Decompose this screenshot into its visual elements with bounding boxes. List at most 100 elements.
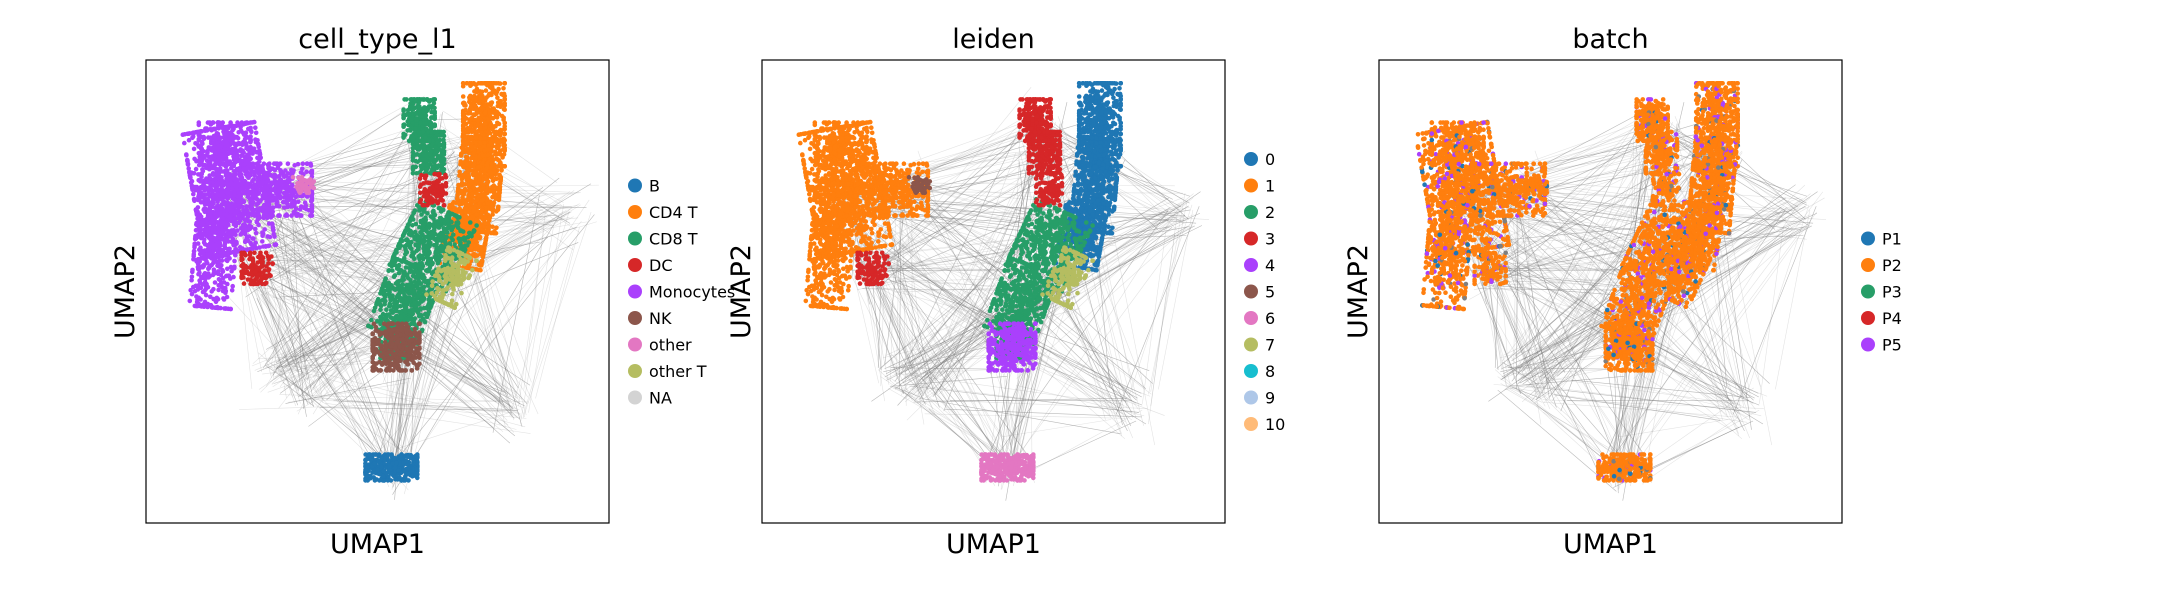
point (228, 120, 233, 125)
point (487, 110, 493, 115)
point (416, 129, 422, 135)
point (414, 111, 419, 116)
point (191, 284, 196, 290)
point (210, 305, 216, 310)
point (236, 141, 242, 146)
point (256, 169, 261, 175)
point (309, 203, 315, 208)
point (220, 285, 226, 291)
point (207, 166, 212, 172)
point (232, 265, 237, 271)
point (481, 144, 487, 149)
point (276, 213, 281, 218)
point (191, 146, 197, 152)
point (466, 148, 472, 154)
point (496, 144, 501, 150)
point (260, 239, 265, 244)
point (502, 107, 508, 112)
edge (262, 357, 385, 375)
point (243, 238, 248, 243)
point (469, 194, 475, 199)
point (265, 190, 271, 195)
point (244, 207, 249, 213)
point (429, 129, 434, 135)
point (401, 124, 406, 129)
point (227, 174, 233, 180)
point (455, 214, 461, 219)
point (409, 253, 414, 258)
edge (466, 216, 574, 270)
point (469, 234, 474, 239)
point (225, 306, 231, 312)
edge (488, 203, 580, 258)
point (421, 157, 427, 162)
point (207, 273, 213, 279)
edge (414, 206, 573, 366)
point (432, 115, 438, 120)
point (469, 245, 474, 250)
edge (274, 245, 307, 417)
point (188, 175, 193, 181)
point (414, 171, 420, 176)
point (185, 162, 191, 167)
point (232, 135, 237, 140)
edge (232, 189, 509, 395)
point (284, 192, 290, 197)
point (210, 171, 216, 176)
edge (535, 227, 580, 399)
point (434, 136, 439, 141)
point (452, 242, 457, 247)
point (453, 200, 459, 205)
point (185, 158, 190, 163)
point (501, 115, 507, 121)
point (467, 188, 472, 193)
point (211, 188, 216, 194)
point (412, 236, 417, 242)
point (413, 242, 418, 248)
edge (282, 381, 315, 407)
point (499, 167, 504, 173)
edge (392, 254, 486, 488)
point (403, 252, 408, 257)
point (436, 256, 442, 262)
point (260, 181, 265, 187)
point (486, 81, 492, 86)
edge (262, 158, 473, 278)
point (287, 179, 292, 185)
point (257, 151, 263, 156)
point (476, 204, 482, 209)
point (433, 145, 439, 150)
point (230, 217, 236, 222)
edge (271, 203, 313, 397)
point (253, 130, 259, 136)
edge (234, 265, 395, 477)
point (472, 253, 478, 259)
edge (297, 129, 431, 415)
point (223, 188, 229, 194)
point (193, 227, 199, 233)
point (290, 169, 296, 174)
point (478, 90, 484, 95)
point (480, 228, 486, 234)
edge (279, 394, 529, 403)
point (225, 195, 230, 201)
point (502, 131, 508, 136)
edge (478, 240, 513, 417)
point (439, 245, 445, 250)
edge (262, 276, 336, 389)
edge (277, 118, 413, 275)
point (463, 202, 469, 207)
point (495, 151, 501, 157)
point (211, 253, 217, 258)
point (212, 236, 218, 241)
point (432, 97, 438, 102)
edge (528, 204, 564, 413)
point (260, 233, 265, 239)
point (202, 201, 208, 206)
edge (239, 400, 511, 410)
edge (476, 234, 527, 416)
edge (234, 192, 580, 214)
point (299, 204, 304, 209)
point (230, 181, 235, 187)
point (267, 183, 273, 189)
